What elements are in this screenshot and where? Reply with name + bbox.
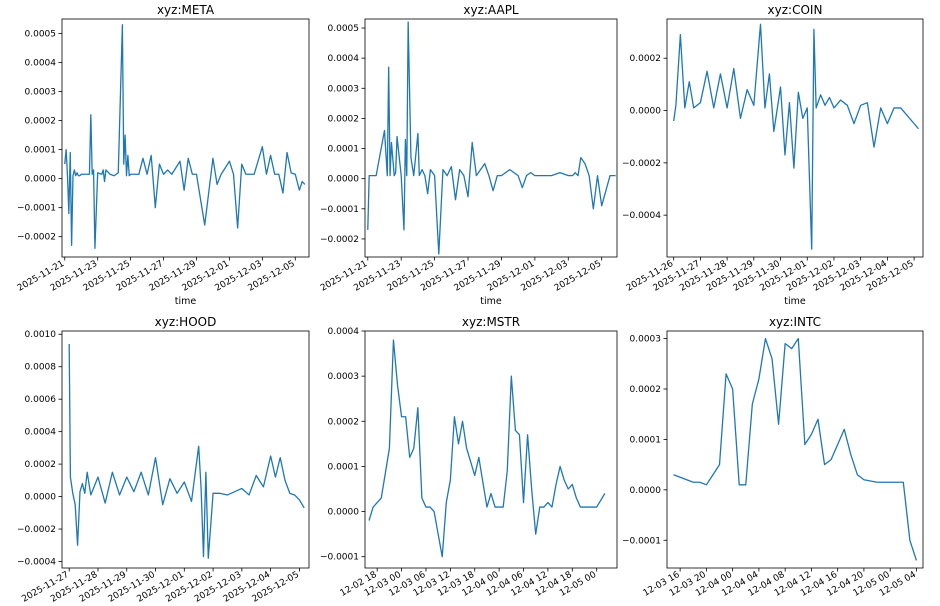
chart-2: xyz:COIN−0.0004−0.00020.00000.00022025-1… (622, 3, 924, 307)
y-tick-label: 0.0001 (630, 435, 662, 445)
series-line (673, 23, 920, 250)
chart-title: xyz:COIN (768, 3, 823, 17)
x-axis-label: time (175, 296, 197, 307)
chart-4: xyz:MSTR −0.0001 0.0000 0.0001 0.0002 0.0003 0… (320, 315, 618, 599)
y-tick-label: 0.0000 (25, 493, 57, 503)
chart-5: xyz:INTC−0.00010.00000.00010.00020.00031… (622, 315, 924, 599)
y-tick-label: 0.0004 (25, 428, 57, 438)
y-tick-label: 0.0004 (25, 59, 57, 69)
y-tick-label: −0.0001 (622, 536, 661, 546)
y-tick-label: −0.0004 (17, 558, 56, 568)
y-tick-label: 0.0000 (328, 175, 360, 185)
y-tick-label: 0.0003 (328, 84, 360, 94)
y-tick-label: 0.0000 (25, 175, 57, 185)
y-tick-label: 0.0002 (328, 417, 360, 427)
series-line (673, 337, 918, 561)
series-line (64, 24, 306, 249)
y-tick-label: 0.0005 (25, 30, 57, 40)
plot-frame (61, 330, 310, 569)
plot-frame (61, 18, 310, 258)
y-tick-label: 0.0000 (630, 486, 662, 496)
y-tick-label: −0.0002 (622, 159, 661, 169)
y-tick-label: 0.0006 (25, 395, 57, 405)
y-tick-label: 0.0004 (328, 54, 360, 64)
y-tick-label: 0.0008 (25, 363, 57, 373)
chart-3: xyz:HOOD −0.0004 −0.0002 0.0000 0.0002 0.0004… (17, 315, 310, 605)
y-tick-label: −0.0001 (17, 204, 56, 214)
y-tick-label: 0.0002 (630, 54, 662, 64)
x-axis-label: time (480, 296, 502, 307)
y-tick-label: −0.0002 (320, 235, 359, 245)
plot-frame (364, 330, 618, 569)
x-axis-label: time (784, 296, 806, 307)
plot-frame (364, 18, 618, 258)
chart-title: xyz:MSTR (462, 315, 520, 329)
y-tick-label: 0.0002 (25, 460, 57, 470)
series-line (68, 343, 305, 559)
plot-frame (666, 330, 924, 569)
y-tick-label: 0.0003 (630, 335, 662, 345)
y-tick-label: −0.0002 (17, 525, 56, 535)
chart-title: xyz:META (157, 3, 215, 17)
y-tick-label: −0.0001 (320, 553, 359, 563)
y-tick-label: 0.0005 (328, 24, 360, 34)
y-tick-label: 0.0002 (328, 114, 360, 124)
y-tick-label: 0.0004 (328, 327, 360, 337)
y-tick-label: −0.0002 (17, 233, 56, 243)
y-tick-label: −0.0001 (320, 205, 359, 215)
chart-title: xyz:INTC (769, 315, 821, 329)
y-tick-label: 0.0003 (328, 372, 360, 382)
y-tick-label: 0.0001 (328, 462, 360, 472)
y-tick-label: 0.0002 (25, 117, 57, 127)
chart-title: xyz:HOOD (155, 315, 217, 329)
y-tick-label: 0.0002 (630, 385, 662, 395)
chart-1: xyz:AAPL −0.0002 −0.0001 0.0000 0.0001 0.0002… (319, 3, 618, 307)
chart-title: xyz:AAPL (463, 3, 519, 17)
series-line (367, 21, 616, 255)
plot-frame (666, 18, 924, 258)
y-tick-label: 0.0000 (328, 508, 360, 518)
y-tick-label: 0.0000 (630, 107, 662, 117)
y-tick-label: −0.0004 (622, 211, 661, 221)
y-tick-label: 0.0001 (25, 146, 57, 156)
chart-0: xyz:META −0.0002 −0.0001 0.0000 0.0001 0.0002… (16, 3, 310, 307)
series-line (368, 339, 606, 558)
y-tick-label: 0.0010 (25, 330, 57, 340)
y-tick-label: 0.0003 (25, 88, 57, 98)
y-tick-label: 0.0001 (328, 145, 360, 155)
